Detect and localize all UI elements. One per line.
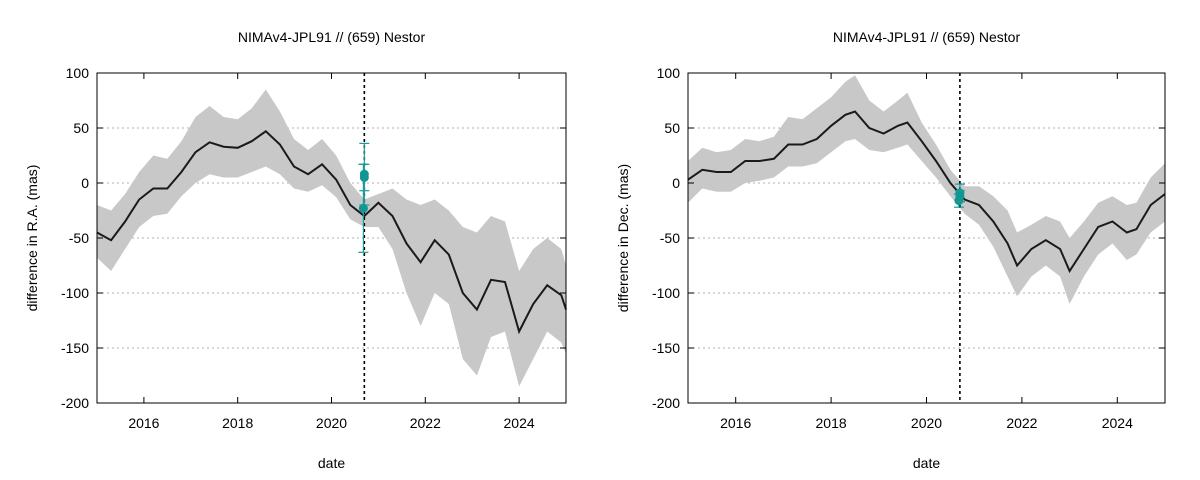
chart-1-ytick-label-5: 50 <box>73 120 89 136</box>
chart-2-difference-curve <box>687 110 1166 274</box>
chart-1-ytick-label-0: -200 <box>61 395 89 411</box>
chart-2-xtick-label-4: 2024 <box>1102 415 1133 431</box>
chart-2-data-point-2 <box>955 191 965 201</box>
chart-2-ytick-label-0: -200 <box>652 395 680 411</box>
chart-1-data-point-2 <box>359 169 369 179</box>
chart-1-title: NIMAv4-JPL91 // (659) Nestor <box>238 29 426 45</box>
chart-2-ytick-label-5: 50 <box>664 120 680 136</box>
chart-2-ytick-label-1: -150 <box>652 340 680 356</box>
chart-2-xtick-label-3: 2022 <box>1006 415 1037 431</box>
chart-1-xtick-label-1: 2018 <box>222 415 253 431</box>
chart-2-uncertainty-band <box>688 75 1165 304</box>
chart-2-title: NIMAv4-JPL91 // (659) Nestor <box>833 29 1021 45</box>
chart-1-uncertainty-band <box>97 89 566 387</box>
chart-1-ytick-label-2: -100 <box>61 285 89 301</box>
chart-1-data-point-0 <box>358 203 368 213</box>
chart-2-y-axis-label: difference in Dec. (mas) <box>615 164 631 312</box>
chart-2-xtick-label-0: 2016 <box>720 415 751 431</box>
chart-2-ytick-label-3: -50 <box>660 230 680 246</box>
chart-1-xtick-label-3: 2022 <box>410 415 441 431</box>
chart-1-ytick-label-4: 0 <box>81 175 89 191</box>
chart-1-ytick-label-6: 100 <box>66 65 90 81</box>
chart-2-ytick-label-6: 100 <box>657 65 681 81</box>
chart-1-difference-curve <box>96 130 567 335</box>
chart-1-y-axis-label: difference in R.A. (mas) <box>24 165 40 312</box>
chart-1-x-axis-label: date <box>318 455 345 471</box>
chart-1-ytick-label-3: -50 <box>69 230 89 246</box>
chart-1-xtick-label-2: 2020 <box>316 415 347 431</box>
chart-1-ytick-label-1: -150 <box>61 340 89 356</box>
chart-2-xtick-label-1: 2018 <box>816 415 847 431</box>
chart-1-xtick-label-4: 2024 <box>504 415 535 431</box>
chart-panel-1: -200 -150 -100 -50 0 50 100 2016 2018 2020 2022 202… <box>24 29 567 471</box>
chart-2-xtick-label-2: 2020 <box>911 415 942 431</box>
chart-2-ytick-label-2: -100 <box>652 285 680 301</box>
chart-panel-2: -200 -150 -100 -50 0 50 100 2016 2018 2020 2022 202… <box>615 29 1166 471</box>
chart-2-x-axis-label: date <box>913 455 940 471</box>
chart-2-ytick-label-4: 0 <box>672 175 680 191</box>
chart-1-xtick-label-0: 2016 <box>128 415 159 431</box>
